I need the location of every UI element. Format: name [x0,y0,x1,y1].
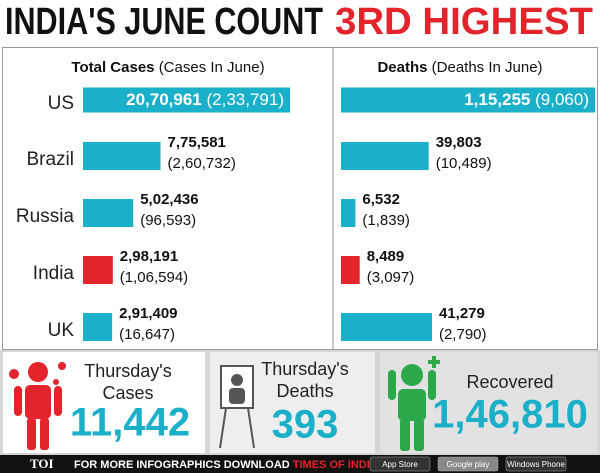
june-value-label: (1,839) [362,212,410,229]
value-label: 1,15,255 [464,90,530,109]
june-value-label: (96,593) [140,212,196,229]
june-value-label: (3,097) [367,269,415,286]
chart-subtitle: (Deaths In June) [432,59,543,76]
footer-brand: TOI [30,456,54,471]
chart-subtitle: (Cases In June) [159,59,265,76]
value-label: 6,532 [362,191,400,208]
value-label: 1,15,255 (9,060) [464,90,589,109]
bar [341,256,360,284]
chart-title: Total Cases [71,59,154,76]
bar [83,199,134,227]
store-badge-label: App Store [382,460,418,469]
value-label: 2,91,409 [119,305,177,322]
category-label: Brazil [26,149,74,170]
category-label: US [48,93,74,114]
june-value-label: (1,06,594) [120,269,188,286]
panel-border [2,47,598,350]
footer-text: FOR MORE INFOGRAPHICS DOWNLOAD TIMES OF … [74,459,403,471]
store-badge [369,456,431,472]
bar [341,313,432,341]
virus-figure-icon [9,362,66,450]
stat-label: Deaths [276,381,333,401]
bar [83,142,161,170]
chart-header: Total Cases (Cases In June) [71,59,264,76]
value-label: 39,803 [436,134,482,151]
value-label: 2,98,191 [120,248,178,265]
category-label: Russia [16,206,75,227]
value-label: 8,489 [367,248,405,265]
store-badge-label: Windows Phone [507,460,565,469]
stat-label: Thursday's [261,359,348,379]
store-badge-label: Google play [447,460,490,469]
title-highlight: 3RD HIGHEST [335,1,593,43]
value-label: 5,02,436 [140,191,198,208]
bar [341,199,356,227]
stat-label: Recovered [466,372,553,392]
value-label: 20,70,961 (2,33,791) [126,90,284,109]
stat-value: 11,442 [70,401,190,445]
category-label: UK [48,320,75,341]
bar [83,313,113,341]
bar [341,142,429,170]
june-value-label: (16,647) [119,326,175,343]
stat-label: Cases [102,383,153,403]
june-value-label: (2,60,732) [168,155,236,172]
store-badge [437,456,499,472]
june-value-label: (10,489) [436,155,492,172]
value-label: 20,70,961 [126,90,202,109]
recovered-figure-icon [388,356,440,451]
stat-value: 393 [272,403,339,447]
value-label: 41,279 [439,305,485,322]
category-label: India [33,263,75,284]
june-value-label: (9,060) [535,90,589,109]
june-value-label: (2,790) [439,326,487,343]
stat-value: 1,46,810 [432,393,588,437]
june-value-label: (2,33,791) [207,90,285,109]
portrait-icon [219,365,255,449]
footer-text: FOR MORE INFOGRAPHICS DOWNLOAD [74,459,290,471]
chart-header: Deaths (Deaths In June) [377,59,542,76]
chart-title: Deaths [377,59,427,76]
stat-label: Thursday's [84,361,171,381]
store-badge [505,456,567,472]
bar [341,87,595,113]
bar [83,87,290,113]
title: INDIA'S JUNE COUNT [5,1,323,43]
value-label: 7,75,581 [168,134,226,151]
bar [83,256,113,284]
